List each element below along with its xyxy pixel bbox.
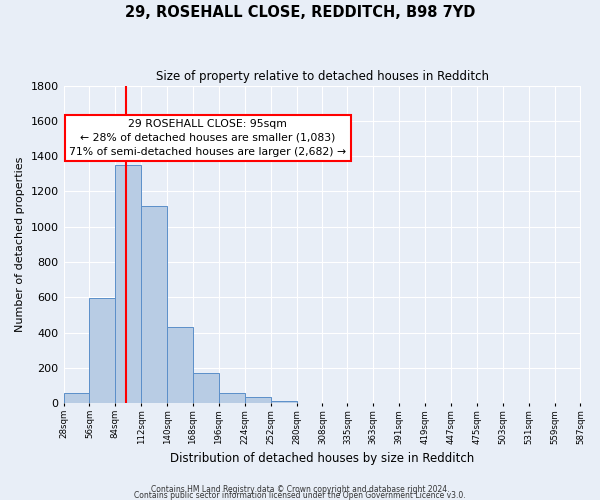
Bar	[193, 373, 219, 403]
Bar	[245, 397, 271, 403]
Bar	[271, 400, 296, 403]
Text: 29 ROSEHALL CLOSE: 95sqm
← 28% of detached houses are smaller (1,083)
71% of sem: 29 ROSEHALL CLOSE: 95sqm ← 28% of detach…	[69, 119, 346, 157]
Y-axis label: Number of detached properties: Number of detached properties	[15, 156, 25, 332]
Text: 29, ROSEHALL CLOSE, REDDITCH, B98 7YD: 29, ROSEHALL CLOSE, REDDITCH, B98 7YD	[125, 5, 475, 20]
X-axis label: Distribution of detached houses by size in Redditch: Distribution of detached houses by size …	[170, 452, 474, 465]
Bar	[219, 392, 245, 403]
Text: Contains HM Land Registry data © Crown copyright and database right 2024.: Contains HM Land Registry data © Crown c…	[151, 484, 449, 494]
Text: Contains public sector information licensed under the Open Government Licence v3: Contains public sector information licen…	[134, 490, 466, 500]
Title: Size of property relative to detached houses in Redditch: Size of property relative to detached ho…	[155, 70, 488, 83]
Bar	[141, 206, 167, 403]
Bar	[64, 392, 89, 403]
Bar	[115, 165, 141, 403]
Bar	[89, 298, 115, 403]
Bar	[167, 328, 193, 403]
